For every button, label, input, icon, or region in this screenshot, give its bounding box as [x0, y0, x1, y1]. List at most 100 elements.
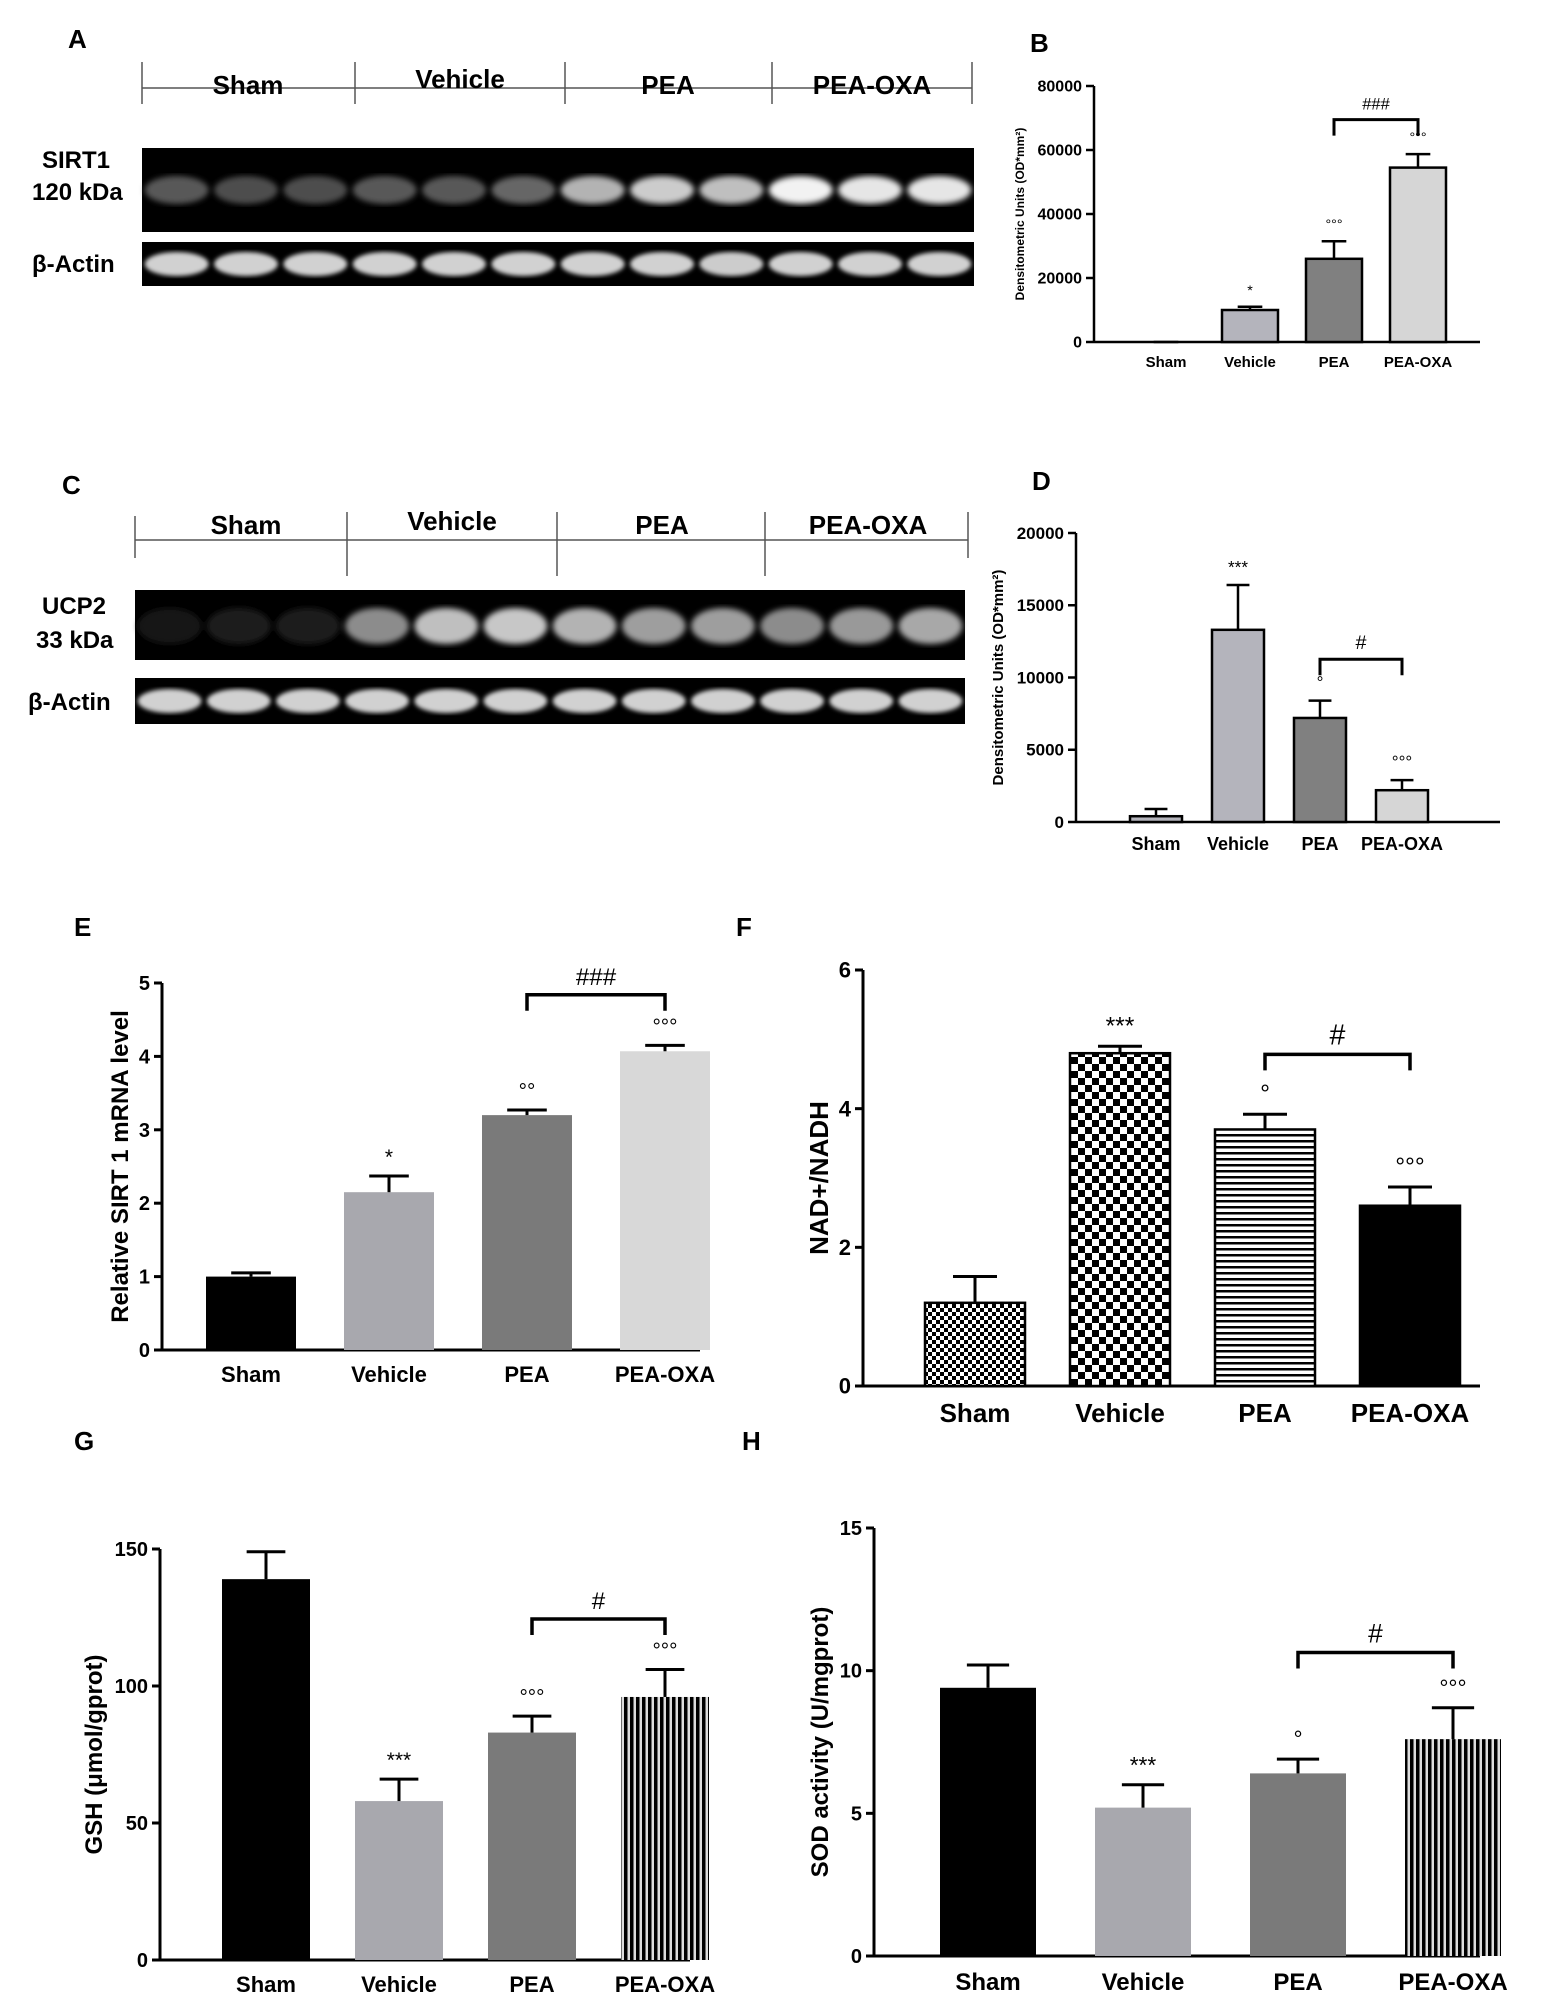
x-tick-label: PEA-OXA — [615, 1362, 715, 1387]
bar-pea-oxa — [1388, 166, 1448, 344]
bracket-label: ### — [1362, 96, 1390, 114]
bracket-label: ### — [576, 964, 617, 991]
blot-c-group-pea: PEA — [635, 510, 689, 540]
y-tick-label: 10000 — [1017, 668, 1064, 687]
y-tick-label: 20000 — [1017, 524, 1064, 543]
blot-band — [422, 252, 486, 276]
significance-label: °°° — [1439, 1675, 1466, 1701]
significance-label: °°° — [1392, 753, 1413, 772]
significance-label: °°° — [1325, 217, 1342, 233]
blot-band — [144, 252, 209, 276]
significance-bracket — [1318, 657, 1404, 676]
x-tick-label: Sham — [940, 1398, 1011, 1428]
significance-bracket — [1263, 1052, 1412, 1071]
blot-a-header: Sham Vehicle PEA PEA-OXA — [141, 62, 973, 104]
significance-label: °°° — [1409, 130, 1426, 146]
x-tick-label: Sham — [955, 1969, 1020, 1996]
blot-band — [691, 689, 755, 713]
blot-band — [699, 252, 764, 276]
x-tick-label: Vehicle — [1102, 1969, 1185, 1996]
blot-a-actin-strip — [142, 242, 974, 286]
significance-label: ° — [1317, 674, 1324, 693]
significance-label: °°° — [652, 1015, 677, 1038]
blot-a-sirt1-label: SIRT1 — [42, 147, 110, 174]
x-tick-label: Sham — [1131, 834, 1180, 854]
blot-band — [898, 608, 963, 644]
blot-a-group-pea: PEA — [641, 70, 695, 100]
y-tick-label: 10 — [840, 1661, 862, 1683]
chart-h: 0 5 10 15 SOD activity (U/mgprot) Sham *** Vehi… — [807, 1518, 1508, 1996]
y-tick-label: 4 — [139, 1046, 151, 1068]
blot-band — [760, 608, 824, 644]
panel-letter-c: C — [62, 470, 81, 500]
blot-band — [552, 689, 617, 713]
significance-label: °° — [519, 1080, 536, 1103]
blot-band — [206, 689, 271, 713]
blot-c-actin-strip — [135, 678, 965, 724]
y-axis-label: Relative SIRT 1 mRNA level — [107, 1010, 134, 1323]
y-tick-label: 4 — [839, 1096, 852, 1121]
blot-band — [206, 608, 271, 644]
y-tick-label: 15000 — [1017, 596, 1064, 615]
bar-vehicle — [344, 1192, 434, 1350]
bar-pea — [1250, 1773, 1346, 1956]
significance-label: °°° — [652, 1640, 677, 1663]
x-tick-label: PEA — [1238, 1398, 1292, 1428]
bar-pea-oxa — [1374, 788, 1430, 824]
y-axis-label: NAD+/NADH — [804, 1101, 834, 1255]
blot-band — [699, 176, 764, 204]
bar-pea-oxa — [620, 1051, 710, 1350]
blot-a-sirt1-kda: 120 kDa — [32, 179, 123, 206]
x-tick-label: PEA-OXA — [1361, 834, 1443, 854]
x-tick-label: PEA — [509, 1972, 554, 1996]
bracket-label: # — [1330, 1019, 1346, 1051]
panel-c: C Sham Vehicle PEA PEA-OXA UCP2 33 kDa β… — [28, 470, 969, 724]
blot-band — [491, 176, 556, 204]
y-tick-label: 5 — [851, 1803, 862, 1825]
x-tick-label: PEA-OXA — [615, 1972, 715, 1996]
blot-c-ucp2-strip — [135, 590, 965, 660]
chart-b: 0 20000 40000 60000 80000 Densitometric Units… — [1013, 79, 1480, 371]
blot-band — [483, 608, 548, 644]
blot-a-actin-label: β-Actin — [32, 251, 115, 278]
blot-band — [422, 176, 486, 204]
significance-label: ° — [1260, 1081, 1270, 1108]
x-tick-label: PEA-OXA — [1398, 1969, 1507, 1996]
significance-bracket — [530, 1617, 667, 1635]
x-tick-label: PEA — [1319, 354, 1350, 371]
x-tick-label: Sham — [221, 1362, 281, 1387]
panel-letter-b: B — [1030, 28, 1049, 58]
blot-c-ucp2-kda: 33 kDa — [36, 627, 114, 654]
blot-band — [838, 176, 902, 204]
blot-band — [829, 689, 894, 713]
x-tick-label: PEA — [504, 1362, 549, 1387]
x-tick-label: PEA — [1273, 1969, 1322, 1996]
y-tick-label: 100 — [115, 1676, 148, 1698]
x-tick-label: Vehicle — [1075, 1398, 1165, 1428]
blot-band — [552, 608, 617, 644]
blot-band — [621, 608, 686, 644]
bracket-label: # — [592, 1588, 606, 1615]
x-tick-label: Vehicle — [361, 1972, 437, 1996]
significance-bracket — [1296, 1650, 1455, 1669]
blot-band — [414, 689, 479, 713]
y-tick-label: 0 — [851, 1946, 862, 1968]
blot-a-group-vehicle: Vehicle — [415, 64, 505, 94]
significance-label: °°° — [1395, 1154, 1425, 1181]
chart-g: 0 50 100 150 GSH (μmol/gprot) Sham *** Vehicle °… — [81, 1539, 715, 1996]
y-tick-label: 150 — [115, 1539, 148, 1561]
blot-band — [907, 176, 972, 204]
panel-letter-h: H — [742, 1426, 761, 1456]
blot-band — [768, 252, 833, 276]
blot-c-actin-label: β-Actin — [28, 689, 111, 716]
blot-c-group-vehicle: Vehicle — [407, 506, 497, 536]
y-axis-label: Densitometric Units (OD*mm²) — [1013, 128, 1027, 301]
bar-pea-oxa — [1405, 1739, 1501, 1956]
blot-band — [691, 608, 755, 644]
panel-letter-a: A — [68, 24, 87, 54]
blot-band — [414, 608, 479, 644]
blot-band — [760, 689, 824, 713]
bar-vehicle — [355, 1801, 443, 1960]
blot-a-group-sham: Sham — [213, 70, 284, 100]
blot-band — [137, 689, 202, 713]
